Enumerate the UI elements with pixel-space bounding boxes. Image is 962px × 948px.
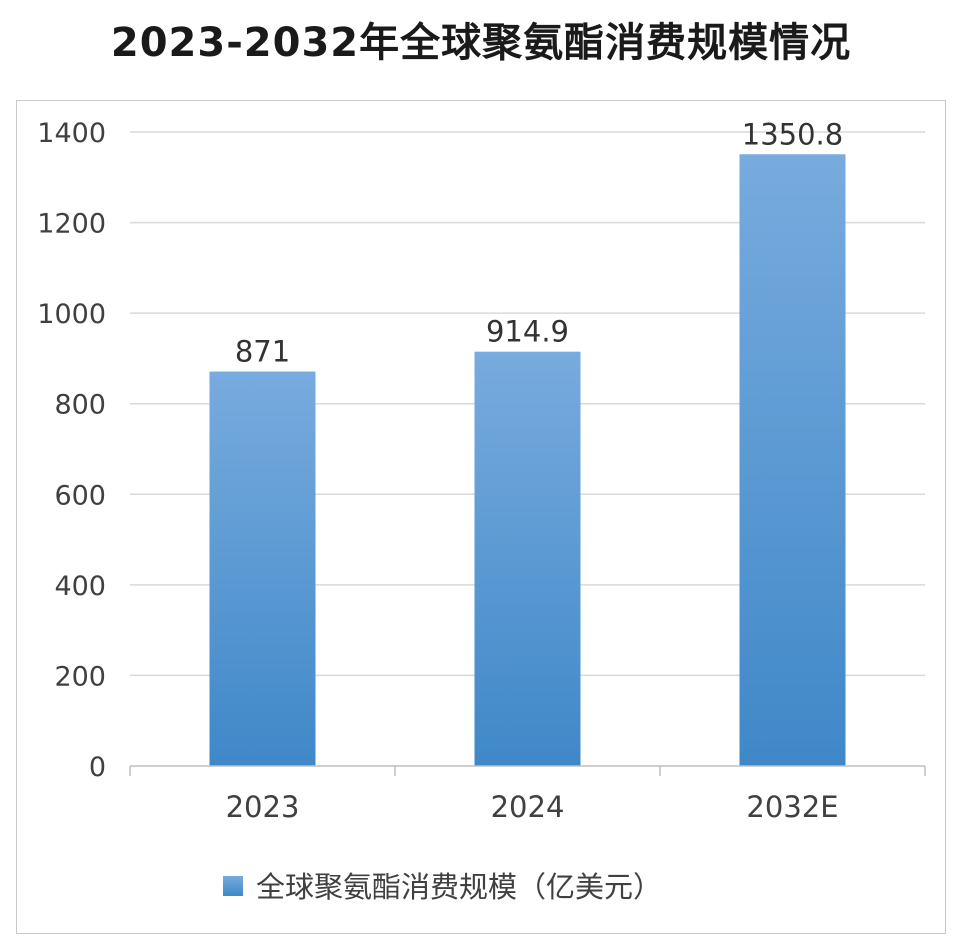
y-tick-label: 1000 bbox=[37, 299, 106, 330]
bar bbox=[209, 371, 316, 766]
data-label: 1350.8 bbox=[742, 117, 843, 151]
chart-title: 2023-2032年全球聚氨酯消费规模情况 bbox=[110, 20, 852, 66]
y-tick-label: 0 bbox=[89, 752, 106, 783]
x-axis bbox=[129, 765, 926, 776]
data-labels: 871 914.9 1350.8 bbox=[235, 117, 843, 368]
data-label: 871 bbox=[235, 335, 290, 369]
x-category-label: 2023 bbox=[226, 790, 300, 824]
legend-swatch bbox=[223, 876, 243, 896]
chart-frame bbox=[16, 100, 946, 934]
y-tick-label: 600 bbox=[54, 480, 106, 511]
legend: 全球聚氨酯消费规模（亿美元） bbox=[223, 870, 662, 904]
bar bbox=[474, 351, 581, 766]
y-tick-label: 800 bbox=[54, 390, 106, 421]
legend-label: 全球聚氨酯消费规模（亿美元） bbox=[256, 870, 662, 904]
bar bbox=[739, 154, 846, 766]
data-label: 914.9 bbox=[486, 315, 569, 349]
x-category-label: 2032E bbox=[746, 790, 838, 824]
y-tick-label: 400 bbox=[54, 571, 106, 602]
y-tick-label: 200 bbox=[54, 661, 106, 692]
y-axis-ticks: 0 200 400 600 800 1000 1200 1400 bbox=[37, 118, 106, 783]
x-axis-categories: 2023 2024 2032E bbox=[226, 790, 839, 824]
x-category-label: 2024 bbox=[491, 790, 565, 824]
y-tick-label: 1200 bbox=[37, 209, 106, 240]
y-tick-label: 1400 bbox=[37, 118, 106, 149]
bars bbox=[209, 154, 846, 766]
